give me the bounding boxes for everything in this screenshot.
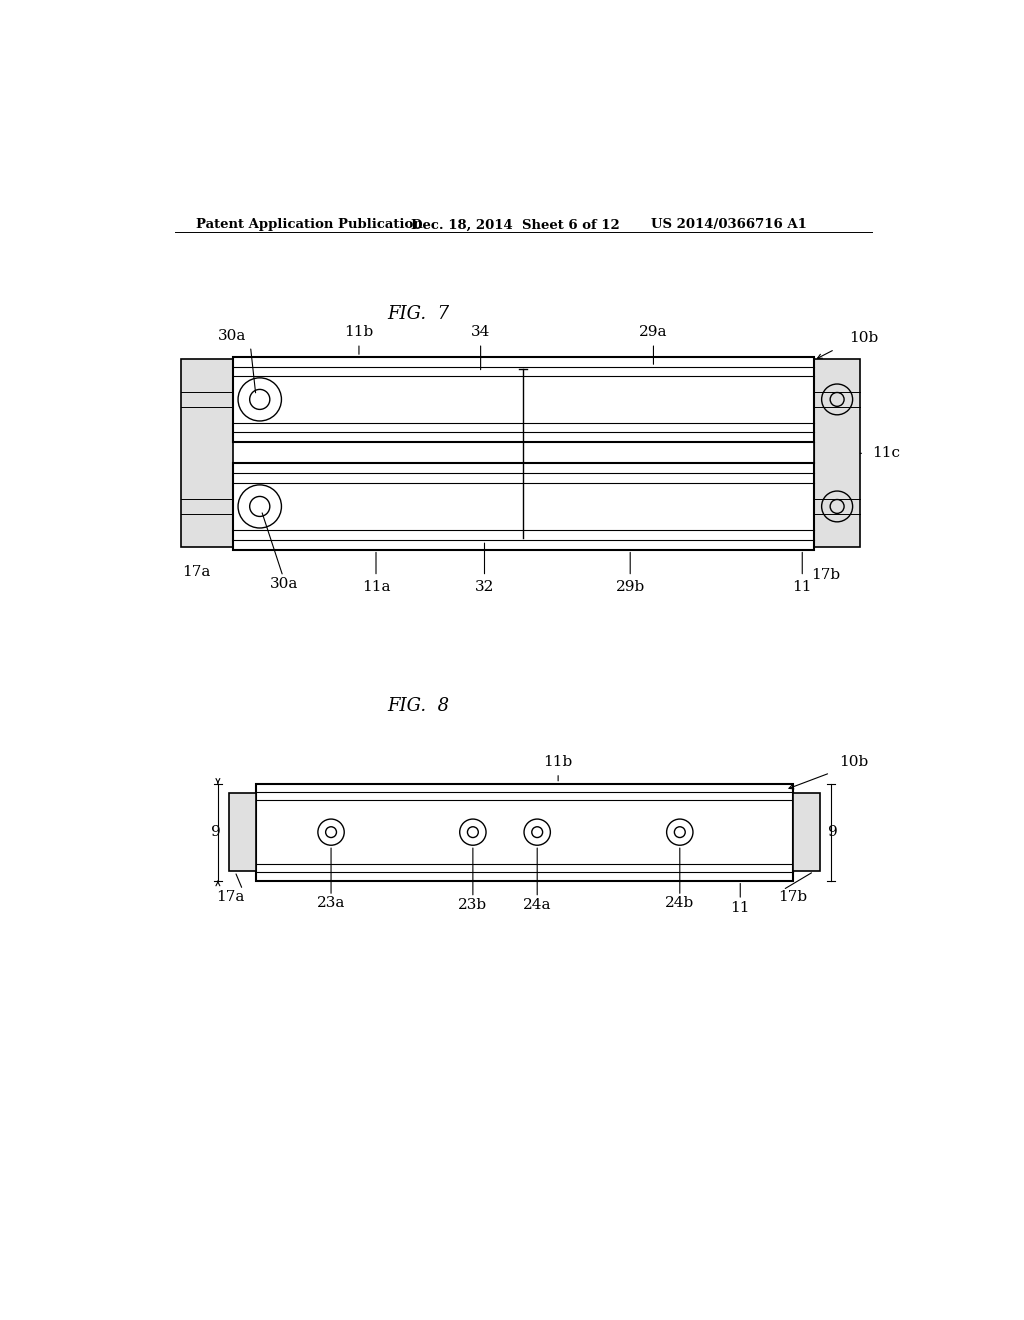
Text: 32: 32 (475, 581, 495, 594)
Text: 10b: 10b (849, 331, 878, 345)
Text: 29a: 29a (639, 325, 668, 339)
Text: 30a: 30a (217, 329, 246, 343)
Text: 9: 9 (212, 825, 221, 840)
Text: 11a: 11a (361, 581, 390, 594)
Text: 23a: 23a (316, 896, 345, 909)
Bar (232, 356, 814, 442)
Text: 11b: 11b (544, 755, 572, 770)
Text: 23b: 23b (459, 898, 487, 912)
Text: FIG.  7: FIG. 7 (388, 305, 450, 322)
Text: 29b: 29b (615, 581, 645, 594)
Text: 17b: 17b (811, 568, 840, 582)
Text: 9: 9 (828, 825, 838, 840)
Bar (228, 793, 256, 871)
Text: 24a: 24a (523, 898, 552, 912)
Bar (180, 359, 232, 548)
Text: FIG.  8: FIG. 8 (388, 697, 450, 715)
Text: 17b: 17b (778, 890, 808, 904)
Text: 17a: 17a (216, 890, 245, 904)
Text: 34: 34 (471, 325, 490, 339)
Bar (256, 784, 793, 880)
Text: 11c: 11c (872, 446, 900, 461)
Text: Dec. 18, 2014  Sheet 6 of 12: Dec. 18, 2014 Sheet 6 of 12 (411, 218, 620, 231)
Bar (232, 463, 814, 549)
Text: 11: 11 (793, 581, 812, 594)
Text: 30a: 30a (270, 577, 299, 590)
Text: 10b: 10b (840, 755, 868, 770)
Text: 17a: 17a (182, 565, 210, 579)
Text: 11: 11 (730, 902, 750, 916)
Text: Patent Application Publication: Patent Application Publication (197, 218, 423, 231)
Bar (814, 359, 860, 548)
Text: US 2014/0366716 A1: US 2014/0366716 A1 (651, 218, 807, 231)
Bar (793, 793, 820, 871)
Text: 11b: 11b (344, 325, 374, 339)
Text: 24b: 24b (666, 896, 694, 909)
